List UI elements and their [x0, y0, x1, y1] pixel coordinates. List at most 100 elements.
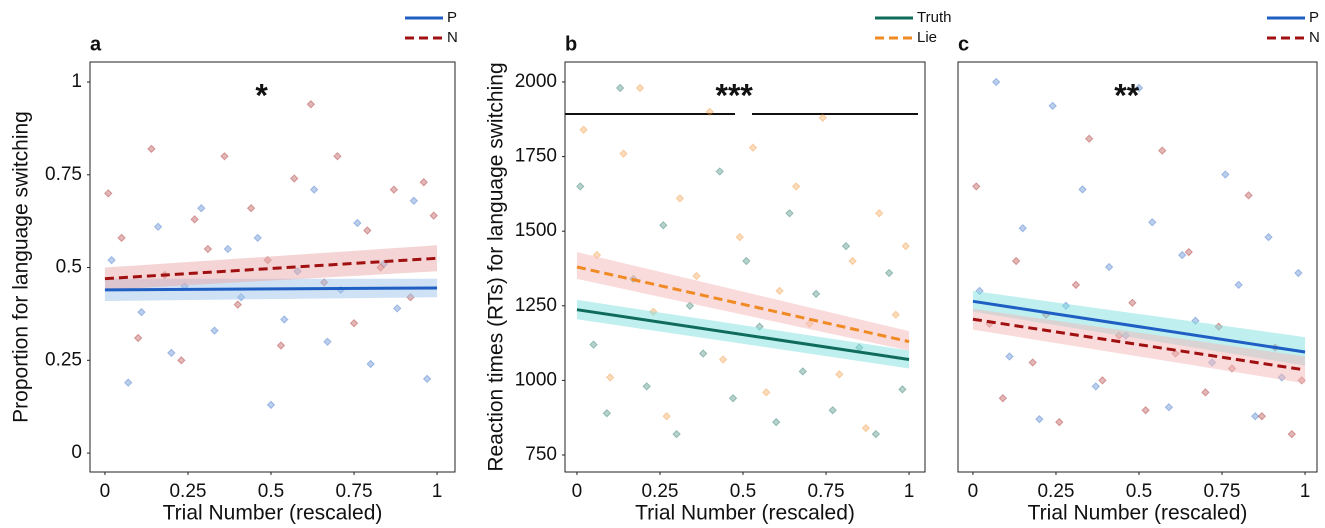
- y-tick-label: 1000: [515, 369, 557, 390]
- point: [718, 355, 728, 364]
- point: [791, 182, 801, 191]
- point: [153, 222, 163, 231]
- y-tick-label: 1250: [515, 295, 557, 316]
- confidence-band: [104, 245, 438, 290]
- point: [692, 271, 701, 281]
- point: [818, 113, 827, 123]
- point: [1264, 232, 1273, 242]
- y-tick-label: 750: [525, 444, 557, 465]
- point: [1098, 376, 1107, 385]
- legend-label: P: [447, 9, 457, 26]
- point: [409, 196, 419, 206]
- point: [775, 286, 784, 296]
- point: [419, 177, 429, 187]
- point: [147, 144, 156, 154]
- legend-label: P: [1309, 9, 1319, 26]
- point: [861, 423, 871, 433]
- point: [1244, 191, 1253, 200]
- y-tick-label: 2000: [515, 71, 557, 92]
- y-axis-label: Reaction times (RTs) for language switch…: [485, 62, 508, 471]
- panel-label: a: [90, 33, 102, 55]
- legend-label: Lie: [917, 29, 937, 46]
- point: [891, 310, 901, 319]
- point: [605, 373, 615, 382]
- point: [672, 429, 681, 439]
- point: [306, 100, 316, 109]
- point: [363, 226, 372, 235]
- point: [589, 340, 598, 349]
- legend-label: Truth: [917, 9, 951, 26]
- point: [615, 83, 625, 93]
- point: [197, 203, 206, 213]
- point: [1294, 268, 1303, 278]
- y-tick-label: 0.5: [56, 257, 82, 278]
- point: [1071, 280, 1081, 290]
- point: [366, 359, 375, 369]
- point: [276, 341, 286, 350]
- point: [1134, 83, 1144, 93]
- point: [323, 337, 332, 347]
- y-tick-label: 0.25: [45, 349, 82, 370]
- point: [253, 233, 262, 243]
- point: [1104, 262, 1114, 272]
- point: [117, 233, 126, 243]
- plot-frame: [89, 61, 456, 473]
- point: [748, 143, 758, 152]
- point: [137, 307, 146, 317]
- x-tick-label: 0.5: [258, 481, 284, 502]
- point: [1148, 217, 1157, 227]
- point: [728, 394, 738, 403]
- point: [1184, 247, 1194, 257]
- point: [848, 256, 857, 266]
- point: [1084, 134, 1094, 143]
- point: [762, 388, 771, 397]
- point: [1221, 170, 1230, 179]
- point: [579, 125, 588, 134]
- point: [1177, 250, 1187, 260]
- x-tick-label: 0: [968, 481, 979, 502]
- confidence-band: [576, 252, 910, 351]
- x-tick-label: 0.75: [336, 481, 373, 502]
- plot-area: [576, 83, 910, 439]
- point: [1250, 411, 1260, 421]
- plot-area: [972, 77, 1306, 439]
- point: [602, 408, 612, 418]
- x-tick-label: 0.75: [1204, 481, 1241, 502]
- point: [422, 374, 432, 384]
- point: [715, 167, 725, 176]
- x-axis-label: Trial Number (rescaled): [635, 502, 855, 525]
- legend-label: N: [1309, 29, 1320, 46]
- point: [223, 244, 233, 254]
- point: [1257, 411, 1267, 421]
- y-tick-label: 1: [71, 71, 82, 92]
- point: [290, 174, 299, 183]
- fit-line: [972, 299, 1306, 354]
- x-tick-label: 0: [572, 481, 583, 502]
- point: [698, 349, 708, 358]
- point: [642, 382, 651, 391]
- point: [107, 255, 116, 265]
- point: [1287, 429, 1297, 439]
- significance-label: *: [255, 77, 268, 113]
- point: [884, 268, 894, 278]
- x-tick-label: 1: [1300, 481, 1311, 502]
- point: [785, 209, 794, 218]
- point: [203, 244, 213, 254]
- point: [280, 315, 289, 324]
- point: [735, 232, 744, 242]
- fit-line: [104, 286, 438, 292]
- x-tick-label: 0.25: [641, 481, 678, 502]
- point: [1201, 388, 1210, 397]
- x-tick-label: 0.5: [1126, 481, 1152, 502]
- x-tick-label: 1: [432, 481, 443, 502]
- point: [972, 182, 981, 191]
- point: [662, 411, 671, 421]
- point: [392, 304, 402, 313]
- point: [133, 333, 143, 343]
- point: [210, 326, 219, 335]
- point: [1028, 358, 1037, 367]
- point: [675, 194, 685, 203]
- x-tick-label: 0.75: [808, 481, 845, 502]
- point: [220, 152, 229, 161]
- point: [898, 385, 907, 394]
